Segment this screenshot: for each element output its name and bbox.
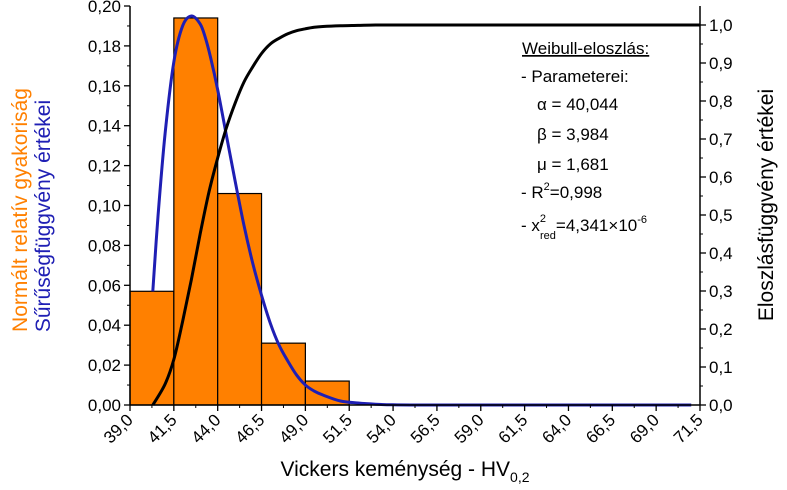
y-right-title: Eloszlásfüggvény értékei (755, 89, 778, 321)
x-tick-label: 59,0 (451, 410, 488, 447)
y-left-tick-label: 0,14 (88, 117, 121, 136)
y-left-tick-label: 0,02 (88, 356, 121, 375)
histogram-bar-2 (173, 17, 219, 406)
y-right-tick-label: 0,4 (709, 244, 733, 263)
annotation-chi: - x2 red=4,341×10-6 (521, 213, 647, 242)
x-axis-title: Vickers keménység - HV0,2 (281, 458, 530, 485)
annotation-chi-sub: red (540, 230, 556, 242)
y-right-tick-label: 0,7 (709, 130, 733, 149)
y-right-tick-label: 0,1 (709, 358, 733, 377)
axes (124, 5, 706, 411)
y-right-tick-label: 0,5 (709, 206, 733, 225)
y-left-tick-label: 0,00 (88, 396, 121, 415)
x-tick-label: 39,0 (100, 410, 137, 447)
y-right-tick-label: 0,2 (709, 320, 733, 339)
y-right-tick-label: 0,0 (709, 396, 733, 415)
y-left-tick-label: 0,12 (88, 157, 121, 176)
annotation-heading: Weibull-eloszlás: (522, 39, 649, 58)
y-left-tick-label: 0,04 (88, 316, 121, 335)
y-right-tick-label: 1,0 (709, 16, 733, 35)
x-tick-label: 64,0 (538, 410, 575, 447)
annotation-mu: μ = 1,681 (537, 155, 609, 174)
x-tick-label: 46,5 (232, 410, 269, 447)
x-tick-label: 71,5 (670, 410, 707, 447)
x-axis-title-sub: 0,2 (510, 469, 530, 485)
annotation-alpha: α = 40,044 (537, 95, 618, 114)
annotation-chi-value: =4,341×10 (556, 216, 637, 235)
annotation-chi-prefix: - x (521, 216, 540, 235)
annotation-r2: - R2=0,998 (521, 181, 602, 202)
annotation-chi-sup: 2 (540, 213, 546, 225)
y-left-tick-label: 0,08 (88, 236, 121, 255)
weibull-annotation: Weibull-eloszlás: - Parameterei: α = 40,… (521, 39, 649, 242)
x-tick-label: 41,5 (144, 410, 181, 447)
x-tick-label: 69,0 (626, 410, 663, 447)
x-tick-label: 66,5 (582, 410, 619, 447)
annotation-beta: β = 3,984 (537, 125, 609, 144)
y-left-tick-label: 0,10 (88, 197, 121, 216)
x-tick-label: 51,5 (319, 410, 356, 447)
annotation-chi-exp: -6 (637, 214, 647, 226)
x-axis-title-main: Vickers keménység - HV (281, 458, 511, 481)
y-right-tick-label: 0,9 (709, 54, 733, 73)
y-right-tick-label: 0,3 (709, 282, 733, 301)
annotation-r2-sup: 2 (544, 181, 550, 193)
x-tick-label: 61,5 (495, 410, 532, 447)
x-tick-label: 56,5 (407, 410, 444, 447)
y-left-tick-label: 0,16 (88, 77, 121, 96)
y-left-inner-title: Sűrűségfüggvény értékei (32, 100, 55, 332)
histogram-bar-3 (217, 192, 263, 406)
y-left-tick-label: 0,18 (88, 37, 121, 56)
y-right-tick-label: 0,6 (709, 168, 733, 187)
y-left-outer-title: Normált relatív gyakoriság (9, 88, 32, 332)
cdf-curve (151, 23, 700, 406)
y-left-tick-label: 0,20 (88, 0, 121, 16)
annotation-r2-prefix: - R (521, 183, 544, 202)
x-tick-label: 49,0 (275, 410, 312, 447)
annotation-r2-value: =0,998 (550, 183, 602, 202)
y-right-tick-label: 0,8 (709, 92, 733, 111)
x-tick-label: 54,0 (363, 410, 400, 447)
x-tick-label: 44,0 (188, 410, 225, 447)
y-left-tick-label: 0,06 (88, 276, 121, 295)
histogram-bars (129, 17, 350, 406)
annotation-params-label: - Parameterei: (521, 67, 629, 86)
histogram-bar-1 (129, 290, 175, 406)
histogram-bar-4 (260, 342, 306, 406)
